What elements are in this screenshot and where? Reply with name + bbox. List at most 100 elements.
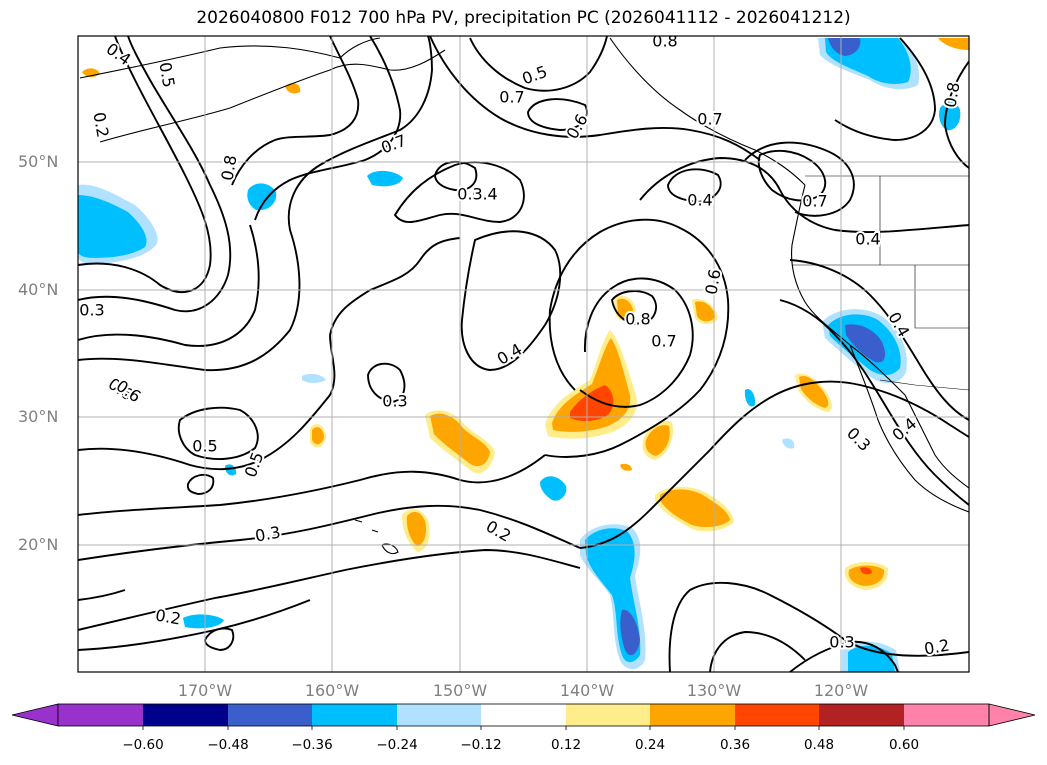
contour-labels: 0.40.50.20.80.60.70.50.60.70.80.70.4 0.4 0… [78,32,966,661]
map-frame [77,35,970,673]
lon-label: 150°W [432,681,488,700]
colorbar-extend-left [11,703,59,727]
contour-label: 0.8 [652,32,677,51]
contour-label: 0.7 [697,110,722,129]
pv-contour-line [779,299,969,506]
neg-anomaly-region [828,38,861,56]
colorbar-tick-label: 0.48 [803,737,835,753]
pv-contour-line [579,277,694,408]
pv-contour-line [78,549,581,631]
pv-contour-line [469,36,608,92]
pv-contour-line [78,454,546,516]
lat-label: 20°N [18,535,59,554]
neg-anomaly-region [367,170,403,187]
colorbar-swatch [735,704,819,726]
neg-anomaly-region [183,614,224,629]
colorbar-tick-label: 0.60 [888,737,920,753]
pos-anomaly-region [848,565,885,586]
neg-anomaly-region [225,464,237,476]
contour-label: 0.4 [494,340,526,369]
colorbar-swatch [228,704,312,726]
pv-contours [78,36,969,672]
contour-label: 0.3 [829,633,854,652]
baja-california [849,344,969,513]
state-border [914,265,969,329]
lon-label: 170°W [177,681,233,700]
pv-contour-line [231,36,360,186]
pv-contour-line [639,157,969,233]
contour-label: 0.3 [843,424,874,455]
contour-label: 0.6 [701,268,724,296]
pos-anomaly-region [312,427,324,445]
pv-contour-line [78,224,260,347]
colorbar-swatch [819,704,904,726]
colorbar [11,703,1036,730]
pos-anomaly-region [938,38,969,50]
colorbar-tick-label: 0.24 [634,737,666,753]
colorbar-swatch [143,704,228,726]
neg-anomaly-region [620,609,640,656]
pv-contour-line [460,230,562,371]
gulf-of-california-coast [904,394,969,489]
pv-contour-line [834,37,936,141]
contour-label: 0.7 [378,131,408,158]
pos-anomaly-region [695,301,715,322]
neg-anomaly-region [540,476,567,501]
neg-anomaly-region [302,373,326,383]
pv-contour-line [78,36,232,313]
colorbar-swatch [312,704,397,726]
contour-label: 0.8 [217,154,240,182]
state-border [879,176,969,266]
pos-anomaly-region [660,489,730,528]
neg-anomaly-region [247,183,277,211]
colorbar-tick-label: −0.48 [207,737,249,753]
colorbar-swatch [904,704,989,726]
contour-label: 0.7 [499,88,524,107]
contour-label: 0.3 [457,185,482,204]
colorbar-tick-label: −0.12 [460,737,502,753]
contour-label: 0.7 [651,332,676,351]
colorbar-swatch [397,704,481,726]
contour-label: 0.3 [382,392,407,411]
pv-contour-line [527,98,588,131]
map-title: 2026040800 F012 700 hPa PV, precipitatio… [196,8,851,28]
pv-contour-line [78,589,126,601]
pos-anomaly-region [620,463,632,471]
lat-label: 50°N [18,152,59,171]
colorbar-tick-label: −0.24 [376,737,418,753]
contour-label: 0.5 [155,61,178,89]
contour-label: 0.2 [89,111,112,139]
contour-label: 0.7 [802,192,827,211]
pv-contour-line [186,473,215,495]
contour-label: 0.5 [519,62,549,89]
pos-anomaly-region [617,298,633,319]
pv-contour-line [744,141,855,217]
pv-contour-line [789,640,899,672]
pv-contour-line [78,504,581,561]
pv-contour-line [254,36,402,221]
alaska-coastline [79,37,381,79]
pv-contour-line [78,237,461,471]
pv-contour-line [610,290,657,326]
alaska-peninsula [329,49,446,71]
pv-contour-line [544,218,730,458]
pos-anomaly-region [645,425,670,456]
colorbar-swatch [58,704,143,726]
graticule [78,36,969,672]
pos-anomaly-region [285,83,301,94]
pv-contour-line [944,59,969,169]
lon-label: 120°W [813,681,869,700]
neg-anomaly-region [744,388,756,407]
contour-label: 0.8 [625,310,650,329]
lon-label: 160°W [304,681,360,700]
contour-label: 0.4 [687,191,712,210]
lat-label: 40°N [18,280,59,299]
pv-contour-line [204,627,235,651]
colorbar-extend-right [988,703,1036,727]
pv-contour-line [579,380,969,549]
pv-contour-line [367,362,406,403]
colorbar-tick-label: −0.60 [122,737,164,753]
colorbar-swatch [481,704,566,726]
colorbar-swatch [650,704,735,726]
